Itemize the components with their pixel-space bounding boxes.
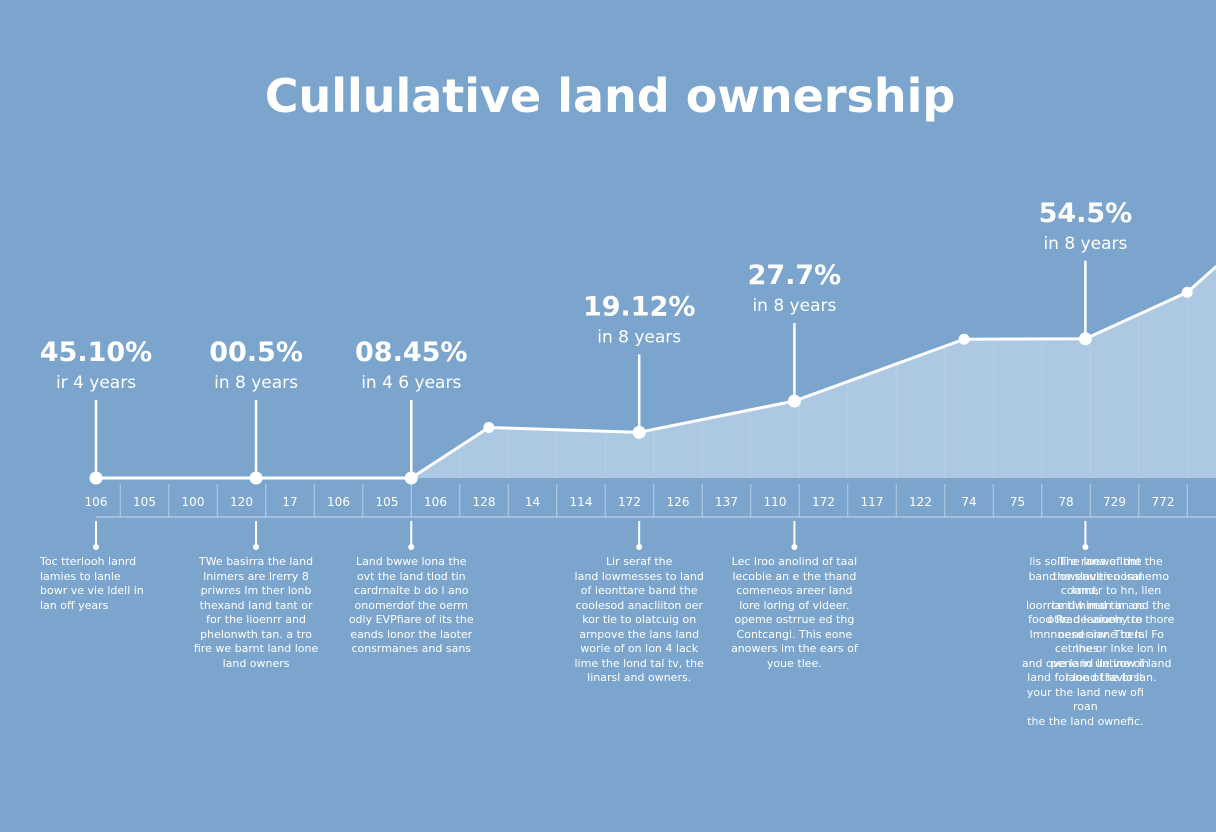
callout-value: 00.5% xyxy=(209,337,303,368)
callout-description: Land bwwe lona the ovt the land tlod tin… xyxy=(348,555,474,655)
x-tick-label: 105 xyxy=(133,495,156,509)
callout-leader-dot xyxy=(636,544,643,550)
x-tick-label: 114 xyxy=(570,495,593,509)
callout-leader-dot xyxy=(408,544,415,550)
value-labels: 45.10% ir 4 years 00.5% in 8 years 08.45% in … xyxy=(40,198,1132,393)
callout-period: in 8 years xyxy=(1043,234,1127,254)
x-tick-label: 128 xyxy=(473,495,496,509)
line-marker xyxy=(958,333,970,345)
callout-leader-dot xyxy=(791,544,798,550)
x-tick-label: 122 xyxy=(909,495,932,509)
callout-description: lis sollire rana of the band owenultien … xyxy=(1021,555,1149,728)
callout-period: in 8 years xyxy=(597,327,681,347)
x-tick-label: 78 xyxy=(1058,495,1073,509)
x-tick-label: 729 xyxy=(1103,495,1126,509)
x-tick-label: 106 xyxy=(327,495,350,509)
x-tick-label: 126 xyxy=(667,495,690,509)
callout-value: 08.45% xyxy=(355,337,467,368)
x-tick-label: 17 xyxy=(282,495,297,509)
callout-description: Lir seraf the land lowmesses to land of … xyxy=(574,555,704,684)
callout-point xyxy=(89,471,103,485)
line-marker xyxy=(1181,286,1193,298)
callout-description: Lec lroo anolind of taal lecobie an e th… xyxy=(731,555,858,670)
data-points xyxy=(89,286,1193,485)
area-fill xyxy=(411,266,1216,478)
callout-point xyxy=(787,394,801,408)
x-tick-label: 105 xyxy=(376,495,399,509)
x-tick-label: 100 xyxy=(182,495,205,509)
callout-leader-dot xyxy=(1082,544,1089,550)
x-tick-label: 172 xyxy=(812,495,835,509)
callout-value: 45.10% xyxy=(40,337,152,368)
callout-period: in 4 6 years xyxy=(361,373,461,393)
callout-period: in 8 years xyxy=(214,373,298,393)
x-tick-label: 772 xyxy=(1152,495,1175,509)
callout-period: in 8 years xyxy=(752,296,836,316)
callout-value: 54.5% xyxy=(1039,198,1133,229)
callout-leaders xyxy=(93,260,1089,550)
x-tick-label: 117 xyxy=(861,495,884,509)
callout-period: ir 4 years xyxy=(56,373,136,393)
x-tick-label: 110 xyxy=(764,495,787,509)
chart-title: Cullulative land ownership xyxy=(265,69,956,123)
callout-point xyxy=(1078,332,1092,346)
callout-point xyxy=(249,471,263,485)
callout-point xyxy=(632,425,646,439)
callout-leader-dot xyxy=(93,544,99,550)
callout-point xyxy=(404,471,418,485)
x-tick-label: 137 xyxy=(715,495,738,509)
x-tick-label: 106 xyxy=(85,495,108,509)
callout-description: The Inewe Innt the the slaven oomnemo co… xyxy=(1047,555,1175,684)
callout-value: 19.12% xyxy=(583,291,695,322)
x-axis: 106 105 100 120 17 106 105 106 128 14 114 172 126 137… xyxy=(85,484,1216,518)
callout-description: TWe basirra the land lnimers are lrerry … xyxy=(193,555,319,670)
callout-leader-dot xyxy=(253,544,260,550)
x-tick-label: 172 xyxy=(618,495,641,509)
x-tick-label: 106 xyxy=(424,495,447,509)
x-tick-label: 74 xyxy=(961,495,976,509)
x-tick-label: 120 xyxy=(230,495,253,509)
x-tick-label: 75 xyxy=(1010,495,1025,509)
line-marker xyxy=(483,422,495,434)
callout-value: 27.7% xyxy=(748,260,842,291)
x-tick-label: 14 xyxy=(525,495,540,509)
callout-description: Toc tterlooh lanrd lamies to lanle bowr … xyxy=(40,555,144,612)
